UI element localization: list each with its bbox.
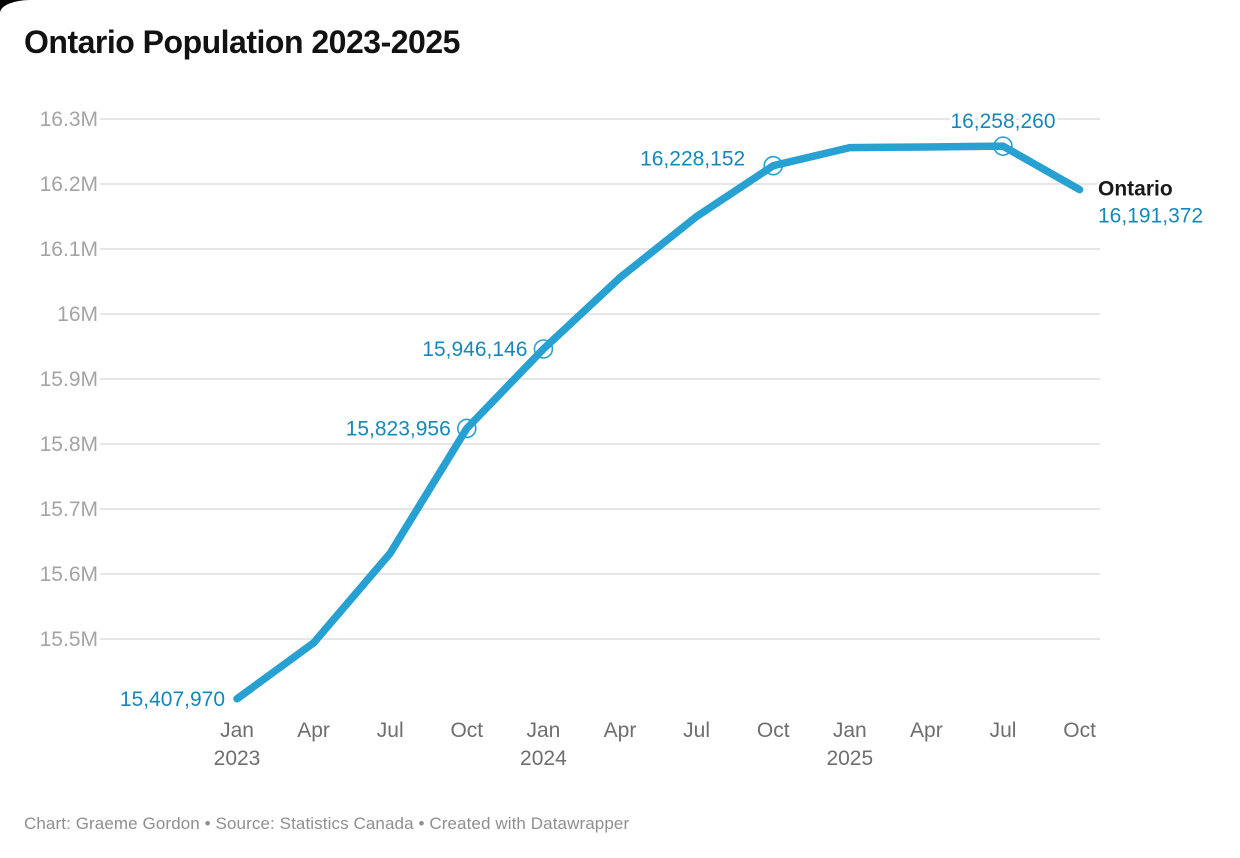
data-point-label: 15,407,970	[120, 688, 225, 711]
data-point-label: 16,228,152	[640, 148, 745, 171]
y-tick-label: 16M	[57, 303, 98, 326]
x-tick-month: Jan	[526, 719, 560, 742]
data-point-marker[interactable]	[993, 136, 1013, 156]
y-tick-label: 16.1M	[40, 238, 98, 261]
y-tick-label: 15.7M	[40, 498, 98, 521]
data-point-marker[interactable]	[456, 418, 477, 439]
x-tick-month: Oct	[450, 719, 483, 742]
x-tick-month: Apr	[604, 719, 637, 742]
y-tick-label: 15.6M	[40, 563, 98, 586]
footer-credit: Chart: Graeme Gordon • Source: Statistic…	[24, 814, 630, 833]
x-tick-year: 2023	[214, 747, 261, 770]
y-tick-label: 16.3M	[40, 108, 98, 131]
x-tick-year: 2024	[520, 747, 567, 770]
y-tick-label: 16.2M	[40, 173, 98, 196]
x-tick-year: 2025	[826, 747, 873, 770]
x-tick-month: Oct	[1063, 719, 1096, 742]
x-tick-month: Jan	[220, 719, 254, 742]
y-tick-label: 15.5M	[40, 628, 98, 651]
x-tick-month: Jan	[833, 719, 867, 742]
ontario-line[interactable]	[233, 142, 1084, 703]
data-point-label: 15,946,146	[422, 338, 527, 361]
x-tick-month: Jul	[377, 719, 404, 742]
chart-title: Ontario Population 2023-2025	[24, 24, 460, 60]
x-tick-month: Apr	[910, 719, 943, 742]
series-end-value: 16,191,372	[1098, 205, 1203, 228]
y-tick-label: 15.8M	[40, 433, 98, 456]
data-point-marker[interactable]	[763, 155, 784, 176]
data-point-marker[interactable]	[533, 339, 554, 359]
x-tick-month: Apr	[297, 719, 330, 742]
line-chart-canvas: 16.3M 16.2M 16.1M 16M 15.9M 15.8M 15.7M 15.6M 15…	[39, 108, 1204, 770]
series-end-label: Ontario	[1098, 178, 1173, 201]
data-point-label: 16,258,260	[950, 110, 1055, 133]
x-tick-month: Jul	[990, 719, 1017, 742]
x-tick-month: Oct	[757, 719, 790, 742]
x-tick-month: Jul	[683, 719, 710, 742]
data-point-label: 15,823,956	[346, 417, 451, 440]
y-tick-label: 15.9M	[40, 368, 98, 391]
